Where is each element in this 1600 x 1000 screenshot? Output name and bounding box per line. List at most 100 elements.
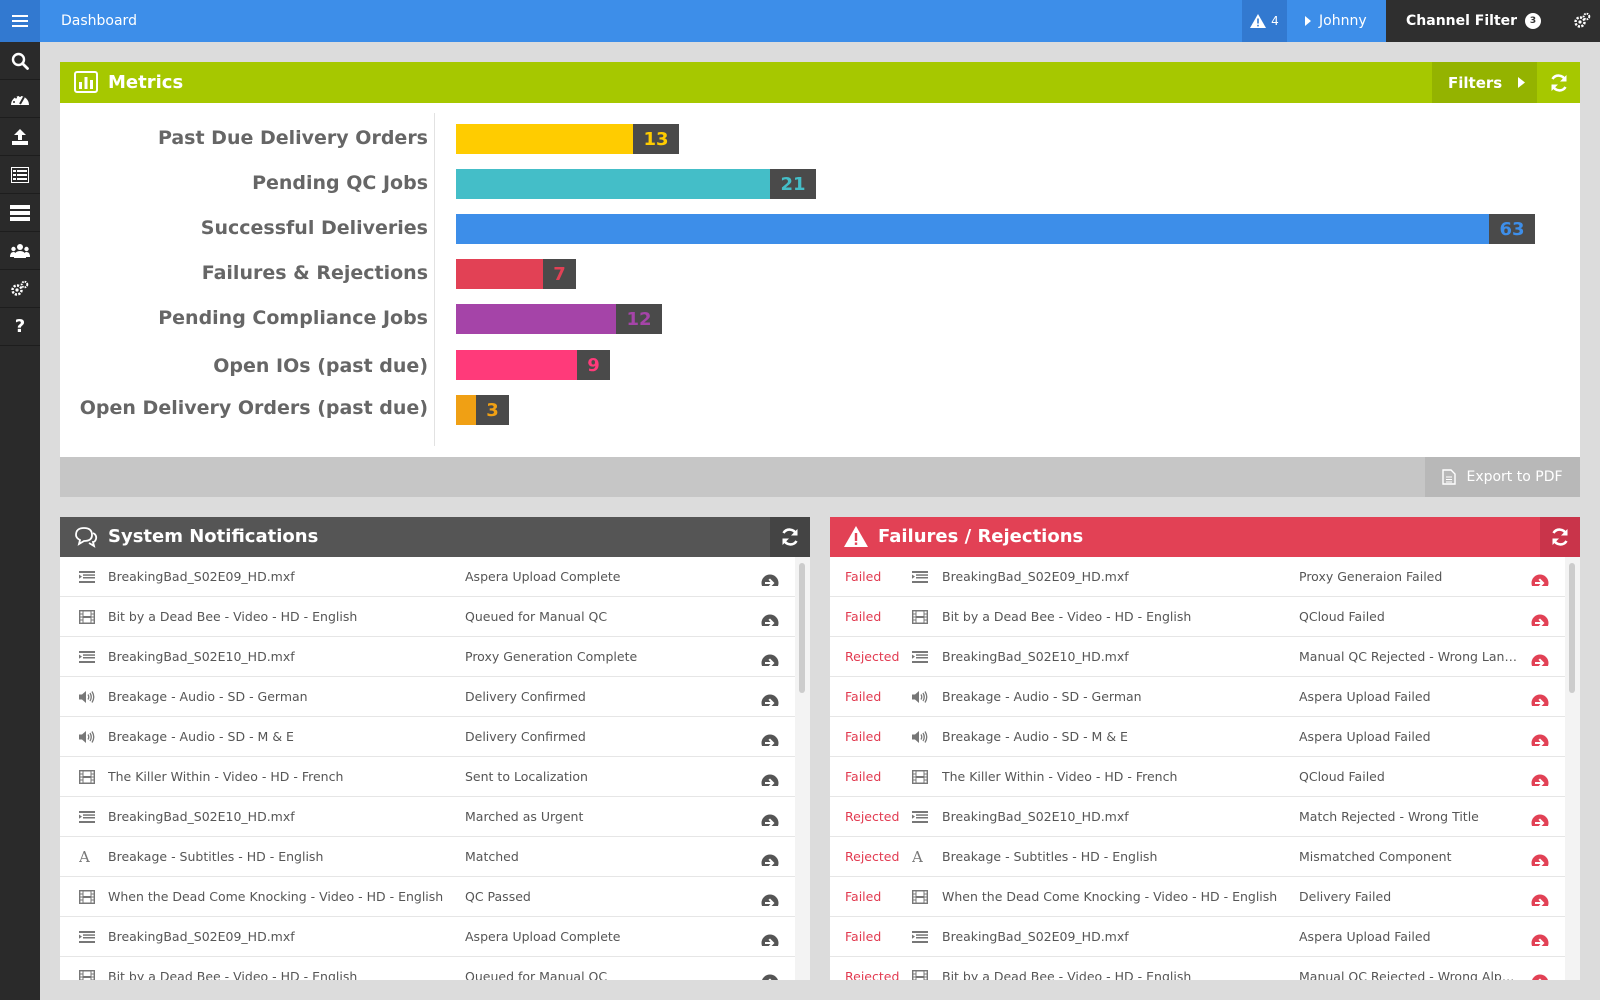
user-menu[interactable]: Johnny — [1287, 0, 1387, 42]
metric-bar[interactable]: 7 — [456, 259, 576, 289]
scrollbar-thumb[interactable] — [799, 563, 805, 693]
metrics-footer: Export to PDF — [60, 457, 1580, 497]
refresh-icon — [1552, 528, 1568, 546]
metric-label: Successful Deliveries — [200, 217, 428, 239]
status-label: Rejected — [845, 969, 900, 980]
failure-row[interactable]: Rejected BreakingBad_S02E10_HD.mxf Match R… — [830, 797, 1565, 837]
arrow-circle-right-icon[interactable] — [1531, 888, 1549, 906]
metric-bar[interactable]: 3 — [456, 395, 509, 425]
alert-count: 4 — [1271, 14, 1279, 28]
metric-bar[interactable]: 21 — [456, 169, 816, 199]
failure-row[interactable]: Failed Breakage - Audio - SD - German Aspe… — [830, 677, 1565, 717]
refresh-icon — [782, 528, 798, 546]
metric-bar[interactable]: 13 — [456, 124, 679, 154]
sidebar-item-servers[interactable] — [0, 194, 40, 232]
arrow-circle-right-icon[interactable] — [761, 608, 779, 626]
list-icon — [11, 166, 29, 183]
notifications-refresh-button[interactable] — [770, 517, 810, 557]
breadcrumb[interactable]: Dashboard — [61, 13, 137, 29]
metric-bar[interactable]: 63 — [456, 214, 1535, 244]
status-label: Rejected — [845, 849, 900, 864]
failure-row[interactable]: Failed BreakingBad_S02E09_HD.mxf Aspera Up… — [830, 917, 1565, 957]
notifications-scrollbar[interactable] — [795, 557, 810, 980]
notifications-panel: System Notifications BreakingBad_S02E09_… — [60, 517, 810, 980]
notification-row[interactable]: When the Dead Come Knocking - Video - HD… — [60, 877, 795, 917]
item-name: Breakage - Audio - SD - German — [108, 689, 308, 704]
metric-value: 3 — [476, 395, 509, 425]
arrow-circle-right-icon[interactable] — [761, 728, 779, 746]
arrow-circle-right-icon[interactable] — [761, 568, 779, 586]
arrow-circle-right-icon[interactable] — [1531, 688, 1549, 706]
failures-scrollbar[interactable] — [1565, 557, 1580, 980]
item-message: Aspera Upload Failed — [1299, 929, 1431, 944]
sidebar-item-upload[interactable] — [0, 118, 40, 156]
channel-filter-button[interactable]: Channel Filter 3 — [1386, 0, 1564, 42]
chart-divider — [434, 113, 435, 446]
failure-row[interactable]: Failed Bit by a Dead Bee - Video - HD - E… — [830, 597, 1565, 637]
sidebar-item-search[interactable] — [0, 42, 40, 80]
arrow-circle-right-icon[interactable] — [1531, 648, 1549, 666]
sidebar-item-settings[interactable] — [0, 270, 40, 308]
item-message: Manual QC Rejected - Wrong Alpha... — [1299, 969, 1521, 980]
settings-button[interactable] — [1564, 0, 1600, 42]
arrow-circle-right-icon[interactable] — [761, 928, 779, 946]
arrow-circle-right-icon[interactable] — [1531, 968, 1549, 980]
item-name: The Killer Within - Video - HD - French — [942, 769, 1178, 784]
sidebar-item-users[interactable] — [0, 232, 40, 270]
export-pdf-button[interactable]: Export to PDF — [1425, 457, 1580, 497]
arrow-circle-right-icon[interactable] — [1531, 808, 1549, 826]
notification-row[interactable]: Breakage - Audio - SD - M & E Delivery Co… — [60, 717, 795, 757]
alerts-button[interactable]: 4 — [1242, 0, 1287, 42]
arrow-circle-right-icon[interactable] — [1531, 848, 1549, 866]
arrow-circle-right-icon[interactable] — [761, 968, 779, 980]
audio-icon — [912, 677, 930, 717]
arrow-circle-right-icon[interactable] — [1531, 608, 1549, 626]
menu-toggle-button[interactable] — [0, 0, 40, 42]
filters-button[interactable]: Filters — [1432, 62, 1537, 103]
failure-row[interactable]: Failed BreakingBad_S02E09_HD.mxf Proxy Gen… — [830, 557, 1565, 597]
arrow-circle-right-icon[interactable] — [1531, 768, 1549, 786]
failure-row[interactable]: Failed The Killer Within - Video - HD - F… — [830, 757, 1565, 797]
sidebar-item-dashboard[interactable] — [0, 80, 40, 118]
arrow-circle-right-icon[interactable] — [761, 848, 779, 866]
user-name: Johnny — [1319, 13, 1367, 29]
notification-row[interactable]: BreakingBad_S02E10_HD.mxf Marched as Urge… — [60, 797, 795, 837]
failure-row[interactable]: Rejected A Breakage - Subtitles - HD - Eng… — [830, 837, 1565, 877]
sidebar-item-help[interactable]: ? — [0, 308, 40, 346]
arrow-circle-right-icon[interactable] — [761, 888, 779, 906]
arrow-circle-right-icon[interactable] — [761, 688, 779, 706]
notification-row[interactable]: BreakingBad_S02E09_HD.mxf Aspera Upload C… — [60, 917, 795, 957]
scrollbar-thumb[interactable] — [1569, 563, 1575, 693]
notification-row[interactable]: Bit by a Dead Bee - Video - HD - English… — [60, 957, 795, 980]
notification-row[interactable]: Bit by a Dead Bee - Video - HD - English… — [60, 597, 795, 637]
arrow-circle-right-icon[interactable] — [761, 648, 779, 666]
notification-row[interactable]: BreakingBad_S02E09_HD.mxf Aspera Upload C… — [60, 557, 795, 597]
notification-row[interactable]: Breakage - Audio - SD - German Delivery C… — [60, 677, 795, 717]
hamburger-icon — [12, 15, 28, 27]
failure-row[interactable]: Rejected BreakingBad_S02E10_HD.mxf Manual … — [830, 637, 1565, 677]
failure-row[interactable]: Failed When the Dead Come Knocking - Vide… — [830, 877, 1565, 917]
failures-refresh-button[interactable] — [1540, 517, 1580, 557]
arrow-circle-right-icon[interactable] — [761, 808, 779, 826]
film-icon — [912, 877, 930, 917]
item-name: BreakingBad_S02E09_HD.mxf — [942, 569, 1129, 584]
status-label: Rejected — [845, 809, 900, 824]
metric-bar[interactable]: 9 — [456, 350, 610, 380]
notifications-list: BreakingBad_S02E09_HD.mxf Aspera Upload C… — [60, 557, 795, 980]
metrics-refresh-button[interactable] — [1538, 62, 1580, 103]
metric-label: Pending Compliance Jobs — [158, 307, 428, 329]
sidebar-item-list[interactable] — [0, 156, 40, 194]
file-list-icon — [912, 637, 930, 677]
arrow-circle-right-icon[interactable] — [761, 768, 779, 786]
item-name: Breakage - Subtitles - HD - English — [108, 849, 324, 864]
notification-row[interactable]: A Breakage - Subtitles - HD - English Matc… — [60, 837, 795, 877]
notification-row[interactable]: BreakingBad_S02E10_HD.mxf Proxy Generatio… — [60, 637, 795, 677]
failure-row[interactable]: Rejected Bit by a Dead Bee - Video - HD -… — [830, 957, 1565, 980]
arrow-circle-right-icon[interactable] — [1531, 928, 1549, 946]
notification-row[interactable]: The Killer Within - Video - HD - French S… — [60, 757, 795, 797]
metric-bar[interactable]: 12 — [456, 304, 662, 334]
arrow-circle-right-icon[interactable] — [1531, 568, 1549, 586]
arrow-circle-right-icon[interactable] — [1531, 728, 1549, 746]
channel-filter-label: Channel Filter — [1406, 13, 1518, 29]
failure-row[interactable]: Failed Breakage - Audio - SD - M & E Asper… — [830, 717, 1565, 757]
